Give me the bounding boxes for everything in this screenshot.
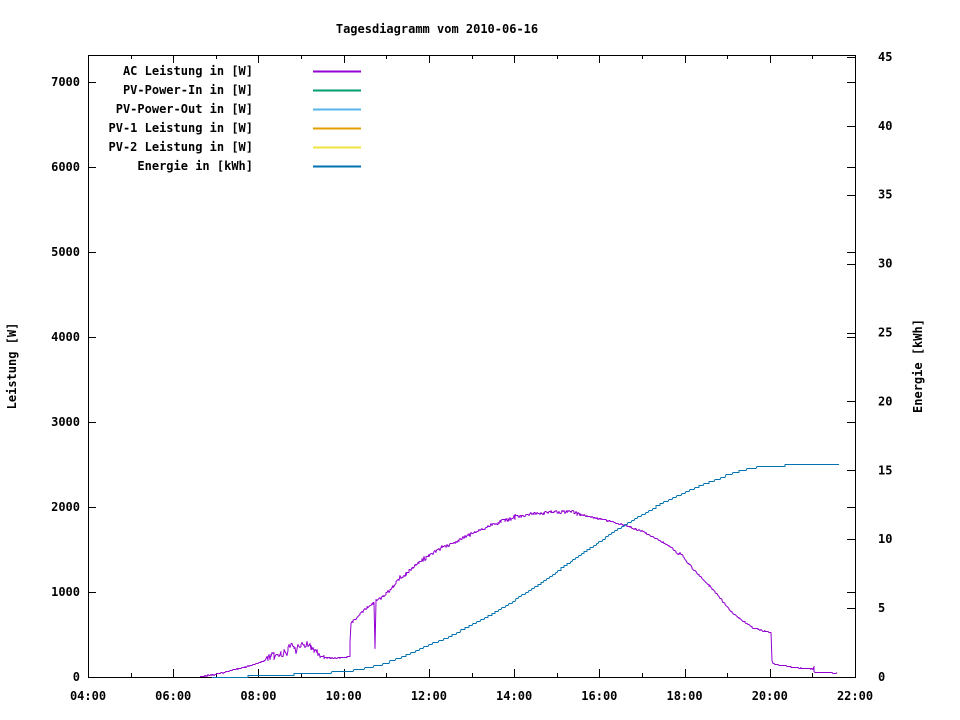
legend-entry-energie-in-kwh-: Energie in [kWh] xyxy=(137,159,361,173)
right-axis-label: Energie [kWh] xyxy=(911,319,925,413)
y2-tick-label: 15 xyxy=(878,463,892,477)
y-tick-label: 3000 xyxy=(51,415,80,429)
left-axis-label: Leistung [W] xyxy=(5,323,19,410)
x-tick-label: 20:00 xyxy=(752,689,788,703)
y2-tick-label: 5 xyxy=(878,601,885,615)
y-tick-label: 7000 xyxy=(51,75,80,89)
legend-entry-pv-power-in-in-w-: PV-Power-In in [W] xyxy=(123,83,361,97)
x-tick-label: 22:00 xyxy=(837,689,873,703)
y2-tick-label: 25 xyxy=(878,326,892,340)
x-tick-label: 06:00 xyxy=(155,689,191,703)
y2-tick-label: 45 xyxy=(878,50,892,64)
x-tick-label: 08:00 xyxy=(240,689,276,703)
y2-tick-label: 30 xyxy=(878,257,892,271)
y-tick-label: 1000 xyxy=(51,585,80,599)
legend-entry-pv-power-out-in-w-: PV-Power-Out in [W] xyxy=(116,102,361,116)
y2-tick-label: 40 xyxy=(878,119,892,133)
legend-label: Energie in [kWh] xyxy=(137,159,253,173)
legend-entry-pv-2-leistung-in-w-: PV-2 Leistung in [W] xyxy=(109,140,361,154)
axis-ticks xyxy=(88,55,856,678)
y2-tick-label: 0 xyxy=(878,670,885,684)
axis-tick-labels: 04:00 06:00 08:00 10:00 12:00 14:00 16:00 18:00… xyxy=(51,50,892,703)
x-tick-label: 14:00 xyxy=(496,689,532,703)
y-tick-label: 0 xyxy=(73,670,80,684)
x-tick-label: 16:00 xyxy=(581,689,617,703)
series-line-ac-leistung-in-w- xyxy=(200,510,838,677)
y2-tick-label: 10 xyxy=(878,532,892,546)
y-tick-label: 5000 xyxy=(51,245,80,259)
y-tick-label: 6000 xyxy=(51,160,80,174)
data-series xyxy=(200,464,839,678)
legend-entry-pv-1-leistung-in-w-: PV-1 Leistung in [W] xyxy=(109,121,361,135)
x-tick-label: 18:00 xyxy=(666,689,702,703)
y2-tick-label: 35 xyxy=(878,188,892,202)
x-tick-label: 04:00 xyxy=(70,689,106,703)
legend: AC Leistung in [W] PV-Power-In in [W] PV-P… xyxy=(109,64,361,173)
legend-label: PV-2 Leistung in [W] xyxy=(109,140,254,154)
legend-label: PV-Power-Out in [W] xyxy=(116,102,253,116)
series-line-energie-in-kwh- xyxy=(212,464,839,678)
chart-title: Tagesdiagramm vom 2010-06-16 xyxy=(336,22,538,36)
x-tick-label: 10:00 xyxy=(326,689,362,703)
legend-label: PV-Power-In in [W] xyxy=(123,83,253,97)
y2-tick-label: 20 xyxy=(878,394,892,408)
legend-label: AC Leistung in [W] xyxy=(123,64,253,78)
x-tick-label: 12:00 xyxy=(411,689,447,703)
legend-label: PV-1 Leistung in [W] xyxy=(109,121,254,135)
y-tick-label: 2000 xyxy=(51,500,80,514)
legend-entry-ac-leistung-in-w-: AC Leistung in [W] xyxy=(123,64,361,78)
y-tick-label: 4000 xyxy=(51,330,80,344)
